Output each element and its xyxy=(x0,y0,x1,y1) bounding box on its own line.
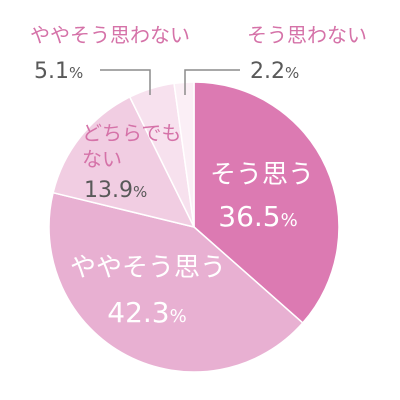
value-label-disagree: 2.2% xyxy=(250,59,299,84)
leader-lines xyxy=(100,69,240,95)
slice-somewhat-agree xyxy=(48,191,304,373)
value-number-agree: 36.5 xyxy=(218,200,280,233)
slice-disagree xyxy=(173,81,195,228)
value-unit-neutral: % xyxy=(133,183,147,201)
category-label-neutral-line2: ない xyxy=(82,147,122,171)
slice-agree xyxy=(193,81,340,324)
category-label-agree: そう思う xyxy=(210,160,314,190)
category-label-neutral-line1: どちらでも xyxy=(82,121,181,145)
pie-slices xyxy=(48,81,340,373)
category-label-disagree: そう思わない xyxy=(247,23,367,47)
value-unit-somewhat-agree: % xyxy=(170,306,187,327)
value-unit-disagree: % xyxy=(285,64,299,82)
category-label-somewhat-disagree: ややそう思わない xyxy=(30,23,190,47)
slice-neutral xyxy=(52,95,196,229)
value-unit-agree: % xyxy=(281,210,298,231)
leader-line-disagree xyxy=(184,69,240,95)
value-label-somewhat-disagree: 5.1% xyxy=(34,59,83,84)
value-label-somewhat-agree: 42.3% xyxy=(107,296,186,329)
value-unit-somewhat-disagree: % xyxy=(69,64,83,82)
value-number-somewhat-disagree: 5.1 xyxy=(34,59,69,84)
value-number-neutral: 13.9 xyxy=(84,178,133,203)
value-label-neutral: 13.9% xyxy=(84,178,147,203)
value-number-disagree: 2.2 xyxy=(250,59,285,84)
value-label-agree: 36.5% xyxy=(218,200,297,233)
category-label-somewhat-agree: ややそう思う xyxy=(70,253,226,283)
value-number-somewhat-agree: 42.3 xyxy=(107,296,169,329)
leader-line-somewhat-disagree xyxy=(100,69,151,95)
